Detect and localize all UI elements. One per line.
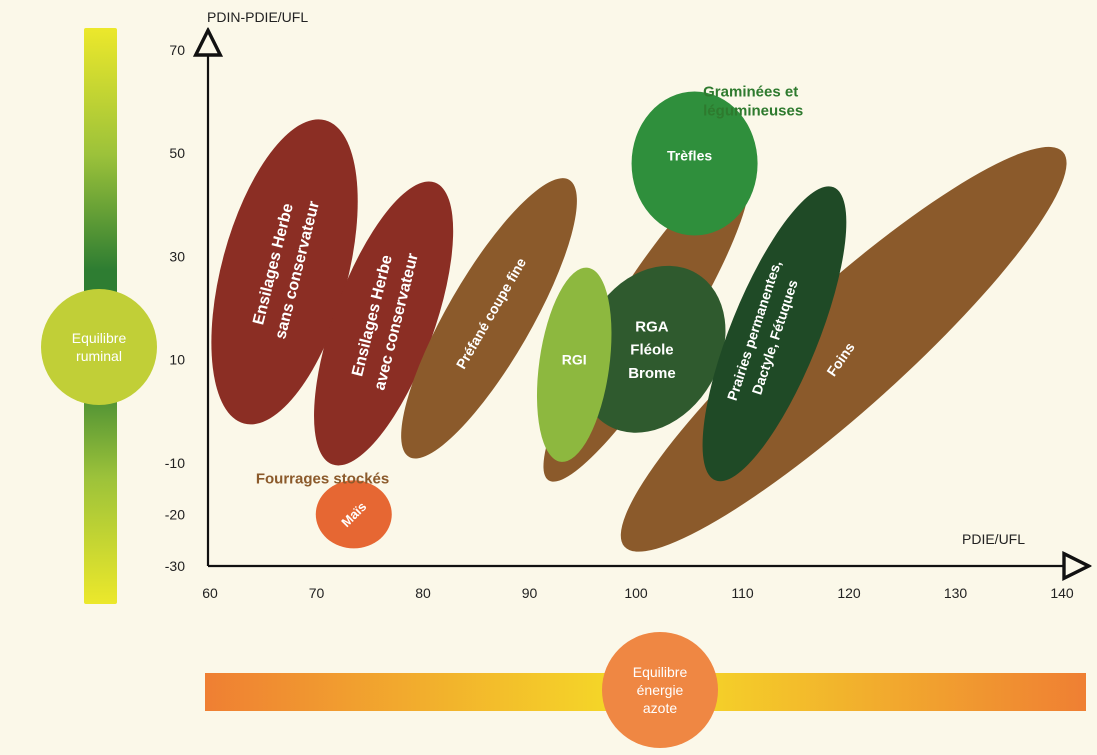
label-rgi: RGI — [562, 352, 587, 368]
region-ensilages-herbe-sans-conservateur: Ensilages Herbesans conservateur — [211, 119, 358, 425]
region-rga-fleole-brome: RGA Fléole Brome — [578, 265, 726, 433]
x-tick-140: 140 — [1050, 585, 1074, 601]
energy-nitrogen-gauge: Equilibre énergie azote — [205, 632, 1086, 748]
ellipse-rga-fleole-brome — [578, 265, 726, 433]
group-label-graminees-et-legumineuses: Graminées et légumineuses — [703, 83, 803, 119]
y-tick-30: 30 — [169, 248, 185, 264]
axes: PDIN-PDIE/UFL PDIE/UFL 60 70 80 90 100 110 120… — [165, 9, 1074, 601]
region-trefles: Trèfles — [631, 91, 758, 236]
x-tick-110: 110 — [731, 585, 754, 601]
x-tick-90: 90 — [522, 585, 538, 601]
x-tick-60: 60 — [202, 585, 218, 601]
y-tick-minus-20: -20 — [165, 506, 185, 522]
y-tick-labels: 70 50 30 10 -10 -20 -30 — [165, 42, 185, 574]
y-tick-minus-10: -10 — [165, 455, 185, 471]
x-tick-120: 120 — [837, 585, 861, 601]
y-tick-50: 50 — [169, 145, 185, 161]
ellipse-mais — [315, 480, 392, 549]
ellipse-rgi — [536, 267, 612, 462]
region-rgi: RGI — [536, 267, 612, 462]
label-rga-fleole-brome: RGA Fléole Brome — [628, 318, 676, 382]
ellipse-prairies-permanentes-dactyle-fetuques — [702, 186, 847, 482]
y-tick-10: 10 — [169, 352, 185, 368]
region-prairies-permanentes-dactyle-fetuques: Prairies permanentes,Dactyle, Fétuques — [702, 186, 847, 482]
y-axis-title: PDIN-PDIE/UFL — [207, 9, 308, 25]
y-tick-70: 70 — [169, 42, 185, 58]
ruminal-balance-label: Equilibre ruminal — [72, 330, 127, 364]
x-tick-130: 130 — [944, 585, 968, 601]
ellipse-prefane-coupe-fine — [401, 178, 577, 459]
group-label-fourrages-stockes: Fourrages stockés — [256, 470, 389, 487]
label-trefles: Trèfles — [667, 147, 712, 163]
x-tick-labels: 60 70 80 90 100 110 120 130 140 — [202, 585, 1074, 601]
forage-regions: FoinsMi-fanéRGAFléoleBromeTrèflesRGIPrai… — [211, 91, 1067, 552]
ellipse-ensilages-herbe-avec-conservateur — [314, 181, 454, 466]
region-prefane-coupe-fine: Préfané coupe fine — [401, 178, 577, 459]
group-labels: Graminées et légumineuses Fourrages stocké… — [256, 83, 803, 487]
energy-nitrogen-circle — [602, 632, 718, 748]
x-tick-80: 80 — [415, 585, 431, 601]
energy-nitrogen-label: Equilibre énergie azote — [633, 664, 688, 716]
ellipse-trefles — [631, 91, 758, 236]
region-mais: Maïs — [315, 480, 392, 549]
x-tick-70: 70 — [309, 585, 325, 601]
ellipse-ensilages-herbe-sans-conservateur — [211, 119, 358, 425]
region-ensilages-herbe-avec-conservateur: Ensilages Herbeavec conservateur — [314, 181, 454, 466]
ruminal-balance-circle — [41, 289, 157, 405]
x-axis-title: PDIE/UFL — [962, 531, 1025, 547]
y-tick-minus-30: -30 — [165, 558, 185, 574]
x-tick-100: 100 — [624, 585, 648, 601]
ruminal-balance-gauge: Equilibre ruminal — [41, 28, 157, 604]
